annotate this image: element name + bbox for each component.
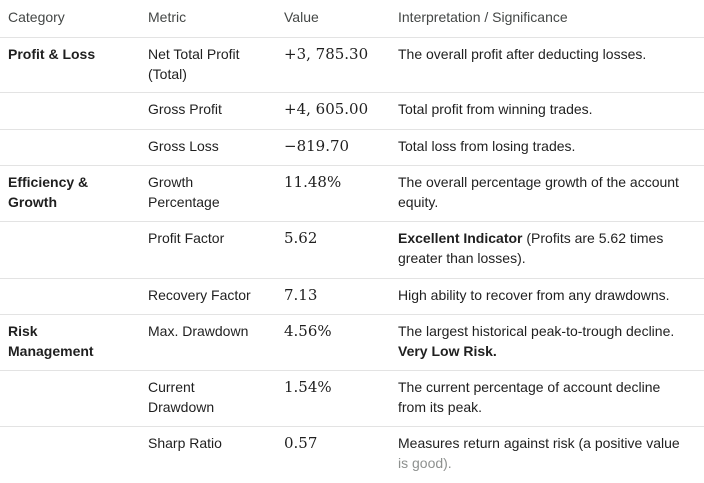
metric-label: Sharp Ratio xyxy=(148,435,222,451)
category-label: Risk Management xyxy=(8,323,94,359)
metric-label: Profit Factor xyxy=(148,230,225,246)
interpretation-text: Total profit from winning trades. xyxy=(398,101,593,117)
header-value: Value xyxy=(284,9,319,25)
metric-label: Net Total Profit (Total) xyxy=(148,46,240,82)
header-category: Category xyxy=(8,9,65,25)
interpretation-text: The largest historical peak-to-trough de… xyxy=(398,321,698,361)
metric-value: 4.56% xyxy=(284,322,332,340)
interpretation-tail: is good). xyxy=(398,455,452,471)
metric-label: Max. Drawdown xyxy=(148,323,249,339)
header-metric: Metric xyxy=(148,9,187,25)
interpretation-text: The overall profit after deducting losse… xyxy=(398,46,647,62)
metric-value: 7.13 xyxy=(284,286,318,304)
table-row: Efficiency & Growth Growth Percentage 11… xyxy=(0,165,704,222)
table-row: Profit Factor 5.62 Excellent Indicator (… xyxy=(0,221,704,279)
interpretation-text: The current percentage of account declin… xyxy=(398,379,661,415)
metric-value: +4, 605.00 xyxy=(284,100,369,118)
metric-label: Gross Profit xyxy=(148,101,222,117)
table-row: Gross Profit +4, 605.00 Total profit fro… xyxy=(0,92,704,130)
table-row: Gross Loss −819.70 Total loss from losin… xyxy=(0,129,704,166)
interpretation-text: The overall percentage growth of the acc… xyxy=(398,174,679,210)
table-row: Recovery Factor 7.13 High ability to rec… xyxy=(0,278,704,315)
table-header-row: Category Metric Value Interpretation / S… xyxy=(0,7,704,37)
metric-value: 0.57 xyxy=(284,434,318,452)
metric-label: Current Drawdown xyxy=(148,379,215,415)
interpretation-body: Measures return against risk (a positive… xyxy=(398,435,680,451)
metric-value: 1.54% xyxy=(284,378,332,396)
category-label: Efficiency & Growth xyxy=(8,174,89,210)
metric-label: Growth Percentage xyxy=(148,174,220,210)
interpretation-body: (Profits are 5.62 times greater than los… xyxy=(398,230,664,266)
table-row: Profit & Loss Net Total Profit (Total) +… xyxy=(0,37,704,93)
interpretation-text: Measures return against risk (a positive… xyxy=(398,433,698,473)
interpretation-emphasis: Excellent Indicator xyxy=(398,230,523,246)
interpretation-text: High ability to recover from any drawdow… xyxy=(398,287,670,303)
interpretation-emphasis: Very Low Risk. xyxy=(398,343,497,359)
metric-label: Gross Loss xyxy=(148,138,219,154)
interpretation-body: The largest historical peak-to-trough de… xyxy=(398,323,675,339)
category-label: Profit & Loss xyxy=(8,46,96,62)
table-row: Risk Management Max. Drawdown 4.56% The … xyxy=(0,314,704,371)
interpretation-text: Excellent Indicator (Profits are 5.62 ti… xyxy=(398,228,698,268)
metric-value: +3, 785.30 xyxy=(284,45,369,63)
metric-label: Recovery Factor xyxy=(148,287,251,303)
header-interpretation: Interpretation / Significance xyxy=(398,9,568,25)
metric-value: 11.48% xyxy=(284,173,342,191)
metric-value: −819.70 xyxy=(284,137,350,155)
table-row: Sharp Ratio 0.57 Measures return against… xyxy=(0,426,704,483)
interpretation-text: Total loss from losing trades. xyxy=(398,138,576,154)
table-row: Current Drawdown 1.54% The current perce… xyxy=(0,370,704,427)
metric-value: 5.62 xyxy=(284,229,318,247)
